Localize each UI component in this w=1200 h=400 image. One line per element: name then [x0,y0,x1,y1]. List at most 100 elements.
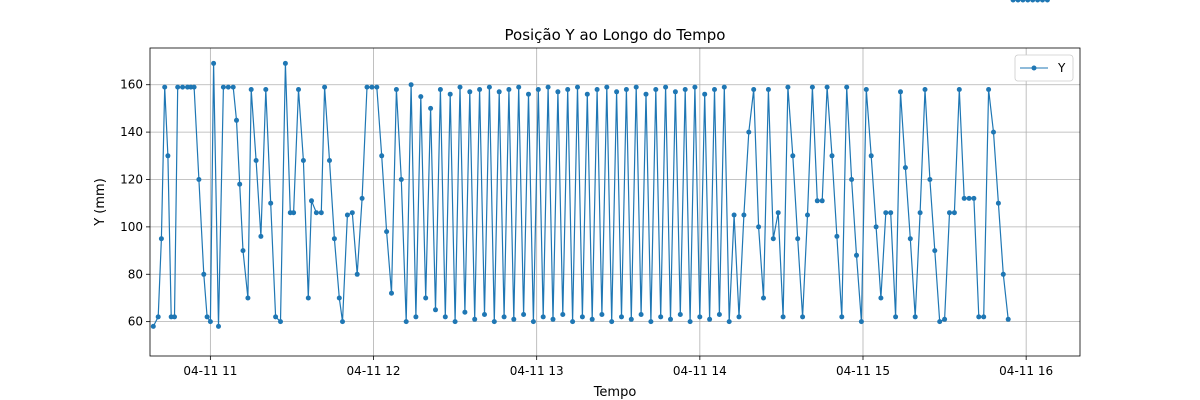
data-point [663,84,669,90]
data-point [1020,0,1026,3]
data-point [204,314,210,320]
data-point [584,91,590,97]
data-point [374,84,380,90]
y-tick-label-1: 80 [128,267,143,281]
y-axis-label: Y (mm) [93,178,108,227]
data-point [893,314,899,320]
data-point [575,84,580,90]
data-point [447,91,453,97]
data-point [245,295,251,301]
data-point [805,212,810,218]
data-point [668,316,673,322]
data-point [180,84,186,90]
data-point [230,84,236,90]
data-point [359,195,365,201]
data-point [403,319,409,325]
data-point [313,210,319,216]
data-point [560,312,566,317]
data-point [775,210,781,216]
data-point [702,91,708,97]
data-point [746,129,752,135]
data-point [682,87,688,92]
data-point [305,295,311,301]
data-point [1025,0,1031,3]
data-point [824,84,830,90]
data-point [467,89,473,95]
data-point [349,210,355,216]
data-point [506,87,512,92]
data-point [263,87,269,92]
x-tick-label-1: 04-11 12 [347,364,401,378]
data-point [883,210,889,216]
data-point [418,94,424,100]
data-point [322,84,328,90]
data-point [697,314,703,320]
data-point [413,314,419,320]
data-point [1044,0,1050,3]
data-point [991,129,996,135]
data-point [609,319,615,325]
data-point [951,210,957,216]
data-point [648,319,654,325]
data-point [829,153,835,159]
data-point [150,323,156,329]
data-point [579,314,585,320]
x-tick-label-4: 04-11 15 [836,364,890,378]
data-point [976,314,982,320]
data-point [240,248,246,254]
data-point [477,87,483,92]
data-point [211,60,217,66]
data-point [756,224,762,230]
data-point [344,212,350,218]
data-point [1000,271,1006,277]
data-point [191,84,197,90]
x-axis-label: Tempo [593,385,637,400]
data-point [844,84,850,90]
data-point [268,200,274,206]
data-point [384,229,390,235]
data-point [726,319,732,325]
data-point [1040,0,1045,3]
data-point [751,87,757,92]
data-point [819,198,825,204]
data-point [677,312,683,317]
data-point [318,210,324,216]
data-point [155,314,161,320]
data-point [614,89,620,95]
data-point [452,319,458,325]
x-axis: 04-11 11 04-11 12 04-11 13 04-11 14 04-11 15… [183,356,1053,378]
data-point [907,236,913,242]
data-point [922,87,928,92]
data-point [854,252,859,258]
data-point [981,314,987,320]
data-point [530,319,536,325]
data-point [716,312,722,317]
data-point [785,84,791,90]
data-point [516,84,522,90]
data-point [638,312,644,317]
data-point [248,87,254,92]
data-point [501,314,507,320]
data-point [888,210,894,216]
data-point [589,316,595,322]
data-point [158,236,164,242]
data-point [389,290,394,296]
data-point [282,60,288,66]
data-point [1005,316,1011,322]
x-tick-label-3: 04-11 14 [673,364,727,378]
data-point [496,89,502,95]
data-point [873,224,879,230]
data-point [540,314,546,320]
data-point [535,87,541,92]
data-point [736,314,742,320]
data-point [868,153,874,159]
data-point [599,312,605,317]
data-point [300,158,306,163]
data-point [1030,0,1036,3]
data-point [849,177,855,182]
data-point [770,236,776,242]
data-point [800,314,806,320]
data-point [472,316,478,322]
data-point [482,312,487,317]
